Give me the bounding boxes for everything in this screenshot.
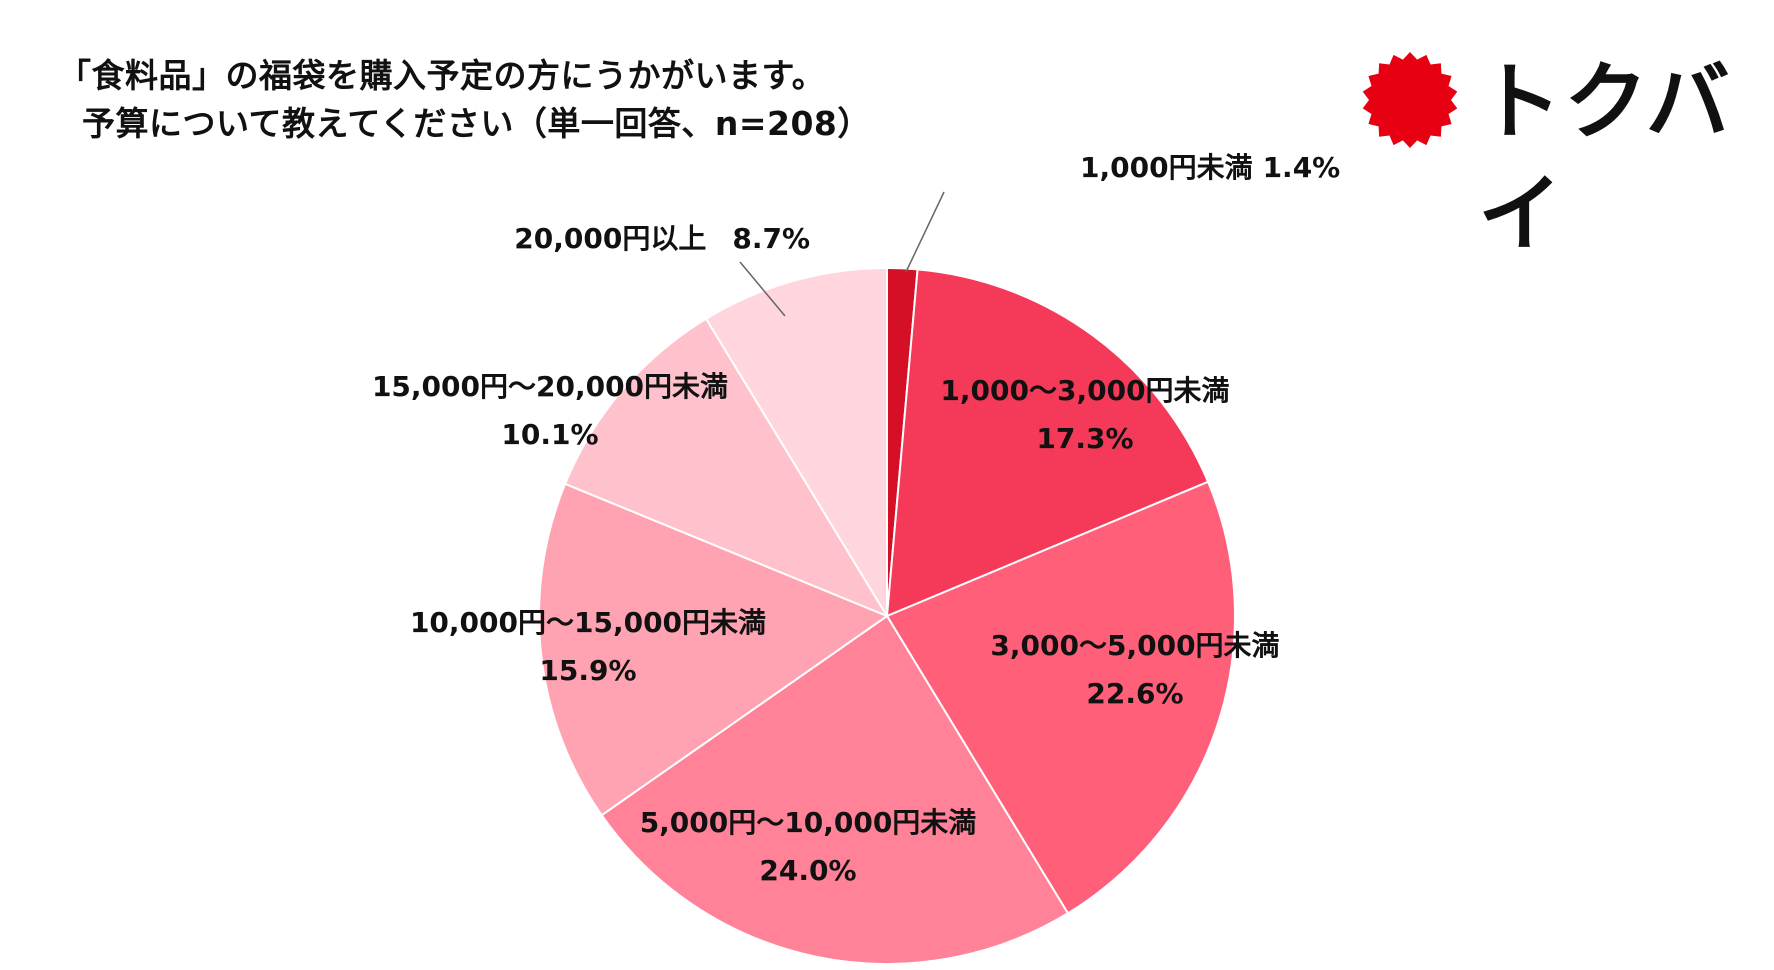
pie-slice: [537, 482, 890, 817]
slice-category-label: 10,000円〜15,000円未満: [410, 606, 766, 639]
tokubai-logo: トクバイ: [1360, 46, 1760, 263]
slice-label: 20,000円以上 8.7%: [514, 222, 810, 255]
slice-value-label: 8.7%: [732, 222, 810, 255]
slice-category-label: 15,000円〜20,000円未満: [372, 370, 728, 403]
slice-value-label: 17.3%: [1036, 422, 1133, 455]
leader-line: [739, 261, 786, 317]
pie-slice: [600, 614, 1070, 965]
slice-category-label: 3,000〜5,000円未満: [990, 629, 1279, 662]
red-sun-badge-icon: [1362, 52, 1458, 148]
slice-value-label: 10.1%: [501, 418, 598, 451]
slice-value-label: 22.6%: [1086, 677, 1183, 710]
slice-category-label: 1,000円未満: [1080, 151, 1253, 184]
chart-title: 「食料品」の福袋を購入予定の方にうかがいます。 予算について教えてください（単一…: [58, 52, 871, 148]
slice-value-label: 15.9%: [539, 654, 636, 687]
logo-text: トクバイ: [1478, 53, 1732, 263]
leader-line: [905, 191, 945, 273]
slice-label: 1,000円未満 1.4%: [1080, 151, 1340, 184]
pie-slice: [704, 266, 888, 620]
pie-slice: [563, 317, 890, 619]
chart-title-line1: 「食料品」の福袋を購入予定の方にうかがいます。: [58, 56, 826, 95]
slice-category-label: 20,000円以上: [514, 222, 706, 255]
pie-slice: [885, 268, 1210, 618]
pie-slice: [885, 480, 1236, 915]
slice-value-label: 24.0%: [759, 854, 856, 887]
slice-category-label: 5,000円〜10,000円未満: [640, 806, 977, 839]
slice-value-label: 1.4%: [1263, 151, 1341, 184]
slice-category-label: 1,000〜3,000円未満: [940, 374, 1229, 407]
chart-title-line2: 予算について教えてください（単一回答、n=208）: [82, 104, 871, 143]
